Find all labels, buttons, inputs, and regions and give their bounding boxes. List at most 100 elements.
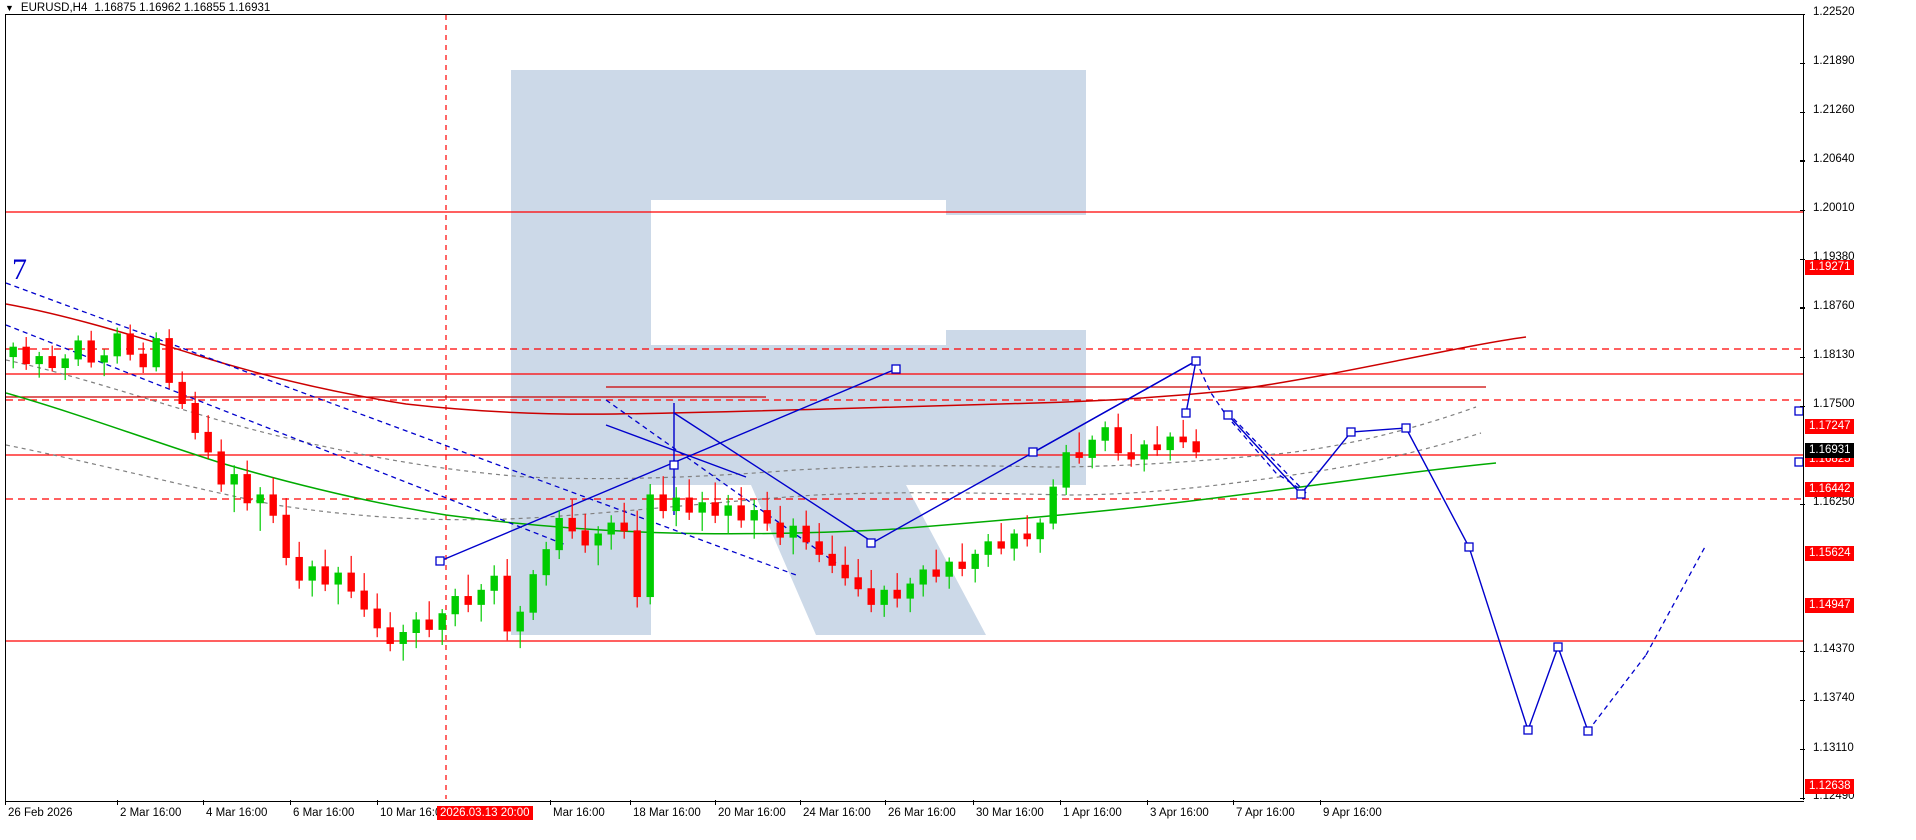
candle-body xyxy=(776,522,784,538)
candle-body xyxy=(1036,522,1044,540)
price-plot-area[interactable]: 7 xyxy=(5,14,1804,802)
current-price-label[interactable]: 1.16931 xyxy=(1805,443,1854,459)
price-tick-mark xyxy=(1800,797,1805,799)
time-tick-mark xyxy=(1233,800,1234,805)
price-level-label[interactable]: 1.14947 xyxy=(1805,598,1854,614)
time-tick-label: 6 Mar 16:00 xyxy=(293,807,355,819)
candle-body xyxy=(334,572,342,585)
candle-body xyxy=(451,596,459,615)
candle-body xyxy=(373,608,381,629)
candle-body xyxy=(737,505,745,521)
price-tick-mark xyxy=(1800,62,1805,64)
candle-body xyxy=(672,497,680,512)
price-tick-label: 1.16250 xyxy=(1813,496,1855,509)
candle-body xyxy=(1101,427,1109,441)
price-level-label[interactable]: 1.16442 xyxy=(1805,481,1854,497)
candle-body xyxy=(178,381,186,404)
time-tick-label: 24 Mar 16:00 xyxy=(803,807,871,819)
candle-body xyxy=(1192,441,1200,453)
price-tick-mark xyxy=(1800,13,1805,15)
candle-body xyxy=(698,502,706,513)
candle-body xyxy=(61,358,69,369)
trend-lines xyxy=(439,360,1197,562)
price-axis[interactable]: 1.22520 1.21890 1.21260 1.20640 1.20010 1.193… xyxy=(1800,6,1916,802)
candle-body xyxy=(711,502,719,516)
candle-body xyxy=(997,541,1005,549)
moving-average-flat-segments xyxy=(6,386,1486,398)
candle-body xyxy=(945,561,953,577)
candle-body xyxy=(1153,444,1161,451)
candle-body xyxy=(802,525,810,543)
candle-body xyxy=(1127,452,1135,460)
candle-body xyxy=(685,497,693,513)
time-axis[interactable]: 26 Feb 2026 2 Mar 16:00 4 Mar 16:00 6 Mar 1… xyxy=(5,800,1803,840)
candle-body xyxy=(1114,427,1122,454)
price-level-label[interactable]: 1.19271 xyxy=(1805,260,1854,276)
candle-body xyxy=(243,474,251,504)
candle-body xyxy=(74,340,82,360)
candle-body xyxy=(620,522,628,532)
time-tick-label: 30 Mar 16:00 xyxy=(976,807,1044,819)
time-tick-mark xyxy=(290,800,291,805)
candle-body xyxy=(48,356,56,369)
candle-body xyxy=(555,517,563,551)
time-tick-mark xyxy=(973,800,974,805)
envelope-lower xyxy=(6,432,1482,521)
time-tick-mark xyxy=(1320,800,1321,805)
time-tick-label: 9 Apr 16:00 xyxy=(1323,807,1382,819)
time-tick-label: 3 Apr 16:00 xyxy=(1150,807,1209,819)
candle-body xyxy=(932,569,940,577)
candle-body xyxy=(1010,533,1018,549)
price-tick-label: 1.14370 xyxy=(1813,643,1855,656)
highlighted-time-label[interactable]: 2026.03.13 20:00 xyxy=(437,806,533,820)
time-tick-label: Mar 16:00 xyxy=(553,807,605,819)
price-tick-label: 1.20640 xyxy=(1813,152,1855,165)
price-tick-label: 1.13740 xyxy=(1813,692,1855,705)
candle-body xyxy=(295,556,303,581)
candle-body xyxy=(646,494,654,598)
candle-body xyxy=(633,530,641,598)
corner-label-7: 7 xyxy=(12,253,27,286)
candle-body xyxy=(724,505,732,516)
symbol-timeframe-label: EURUSD,H4 xyxy=(20,2,88,14)
candle-body xyxy=(217,451,225,485)
candle-body xyxy=(1049,486,1057,524)
candle-body xyxy=(360,590,368,610)
candle-body xyxy=(529,574,537,613)
candle-body xyxy=(568,517,576,532)
candle-body xyxy=(581,530,589,546)
collapse-caret-icon[interactable]: ▼ xyxy=(5,2,14,13)
trend-channel-dashed xyxy=(6,282,837,576)
candle-body xyxy=(165,338,173,383)
candle-body xyxy=(438,613,446,630)
forecast-path[interactable] xyxy=(435,356,1803,742)
candle-body xyxy=(984,541,992,555)
price-level-label[interactable]: 1.17247 xyxy=(1805,418,1854,434)
candle-body xyxy=(477,589,485,605)
candle-body xyxy=(542,549,550,576)
price-level-label[interactable]: 1.12638 xyxy=(1805,778,1854,794)
candle-body xyxy=(1062,452,1070,488)
price-level-label[interactable]: 1.15624 xyxy=(1805,545,1854,561)
time-tick-label: 18 Mar 16:00 xyxy=(633,807,701,819)
candle-body xyxy=(880,589,888,605)
candle-body xyxy=(607,522,615,535)
time-tick-label: 4 Mar 16:00 xyxy=(206,807,268,819)
time-tick-mark xyxy=(885,800,886,805)
time-tick-mark xyxy=(715,800,716,805)
price-tick-mark xyxy=(1800,209,1805,211)
candle-body xyxy=(113,333,121,357)
candle-body xyxy=(594,533,602,546)
time-tick-mark xyxy=(1060,800,1061,805)
candle-body xyxy=(321,566,329,585)
price-tick-label: 1.19380 xyxy=(1813,251,1855,264)
candle-body xyxy=(1140,444,1148,460)
time-tick-mark xyxy=(800,800,801,805)
candle-body xyxy=(412,619,420,634)
candle-body xyxy=(1023,533,1031,540)
price-tick-mark xyxy=(1800,650,1805,652)
time-tick-mark xyxy=(1147,800,1148,805)
level-lines xyxy=(6,211,1803,642)
time-tick-mark xyxy=(117,800,118,805)
